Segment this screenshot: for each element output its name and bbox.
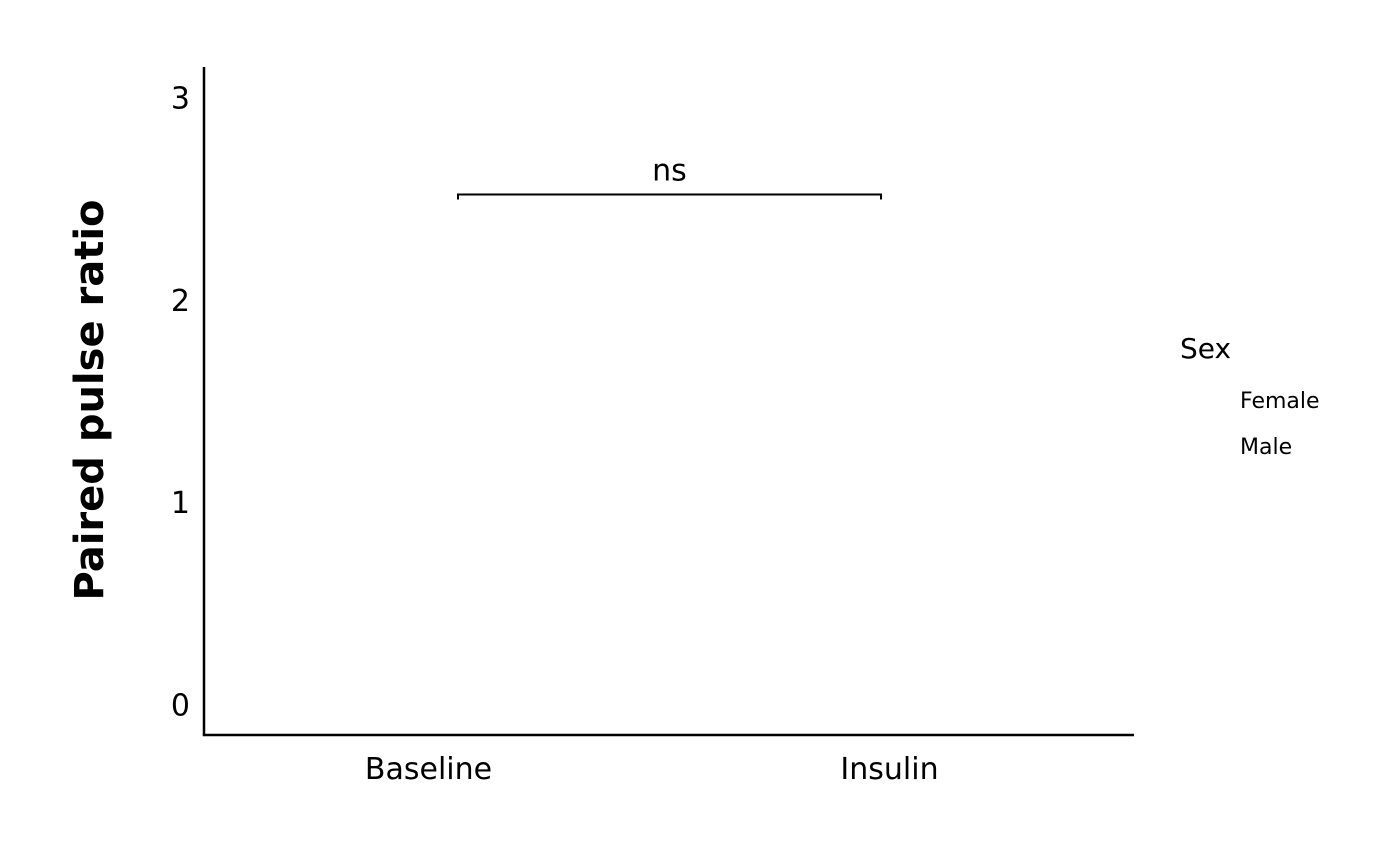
y-axis-ticks: 0 1 2 3 [171, 81, 190, 723]
y-tick-label: 0 [171, 689, 190, 724]
legend: Sex Female Male [1180, 332, 1320, 460]
legend-label: Female [1240, 389, 1320, 414]
x-tick-label: Insulin [840, 752, 938, 787]
annotations: ns [457, 154, 882, 200]
significance-label: ns [652, 154, 687, 189]
legend-title: Sex [1180, 332, 1231, 365]
y-tick-label: 1 [171, 486, 190, 521]
x-axis-ticks: Baseline Insulin [365, 752, 939, 787]
y-tick-label: 2 [171, 284, 190, 319]
x-tick-label: Baseline [365, 752, 492, 787]
y-tick-label: 3 [171, 81, 190, 116]
significance-bracket [457, 193, 882, 200]
y-axis-title: Paired pulse ratio [67, 199, 113, 600]
legend-label: Male [1240, 435, 1292, 460]
legend-entries: Female Male [1240, 389, 1320, 460]
